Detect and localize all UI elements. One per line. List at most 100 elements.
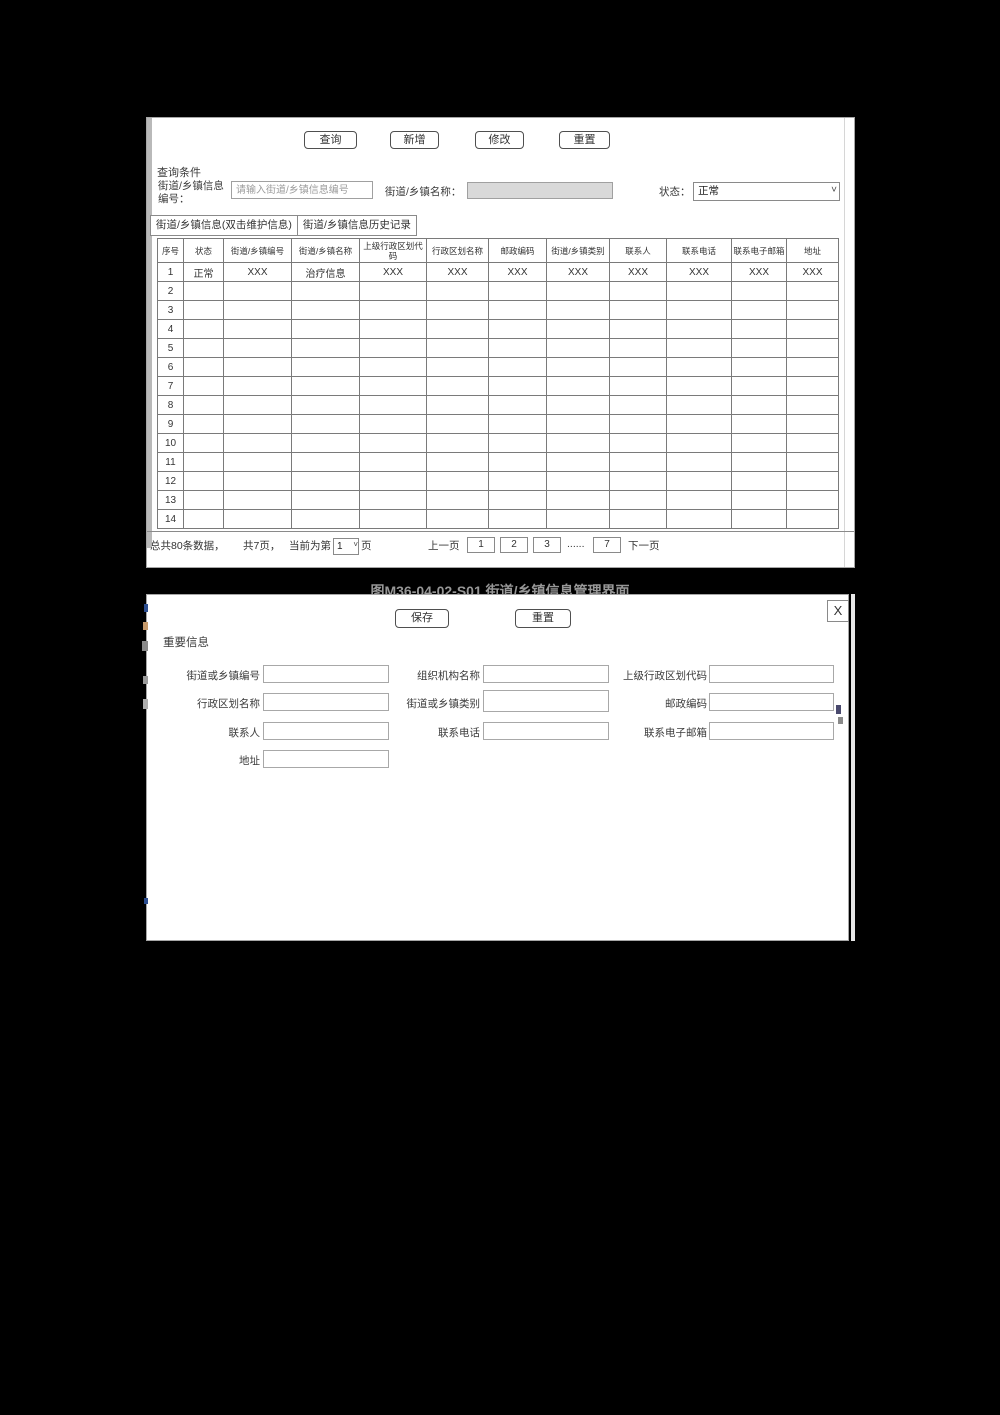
- street-code-input[interactable]: [231, 181, 373, 199]
- table-cell: [426, 319, 489, 339]
- street-table: 序号 状态 街道/乡镇编号 街道/乡镇名称 上级行政区划代码 行政区划名称 邮政编码 街道/乡…: [157, 238, 839, 529]
- table-cell: [666, 338, 732, 358]
- table-row[interactable]: 9: [157, 414, 839, 434]
- query-button[interactable]: 查询: [304, 131, 357, 149]
- reset-button[interactable]: 重置: [559, 131, 610, 149]
- table-row[interactable]: 4: [157, 319, 839, 339]
- contact-person-field[interactable]: [263, 722, 389, 740]
- table-cell: [223, 300, 292, 320]
- table-row[interactable]: 5: [157, 338, 839, 358]
- table-cell: XXX: [426, 262, 489, 282]
- modify-button[interactable]: 修改: [475, 131, 524, 149]
- division-name-field[interactable]: [263, 693, 389, 711]
- status-select[interactable]: 正常 ˅: [693, 181, 840, 201]
- table-cell: [731, 338, 787, 358]
- table-cell: [488, 433, 547, 453]
- edge-artifact: [143, 699, 148, 709]
- table-cell: [223, 319, 292, 339]
- table-cell: [666, 452, 732, 472]
- table-cell: 9: [157, 414, 184, 434]
- table-row[interactable]: 10: [157, 433, 839, 453]
- postal-code-field[interactable]: [709, 693, 834, 711]
- table-cell: [546, 433, 610, 453]
- field-label-street-category: 街道或乡镇类别: [406, 698, 481, 710]
- parent-division-code-field[interactable]: [709, 665, 834, 683]
- table-cell: 11: [157, 452, 184, 472]
- page-select-control[interactable]: 1: [333, 538, 359, 555]
- table-cell: [546, 319, 610, 339]
- column-header: 联系人: [609, 238, 667, 263]
- org-name-field[interactable]: [483, 665, 609, 683]
- table-row[interactable]: 13: [157, 490, 839, 510]
- status-select-control[interactable]: 正常: [693, 181, 840, 201]
- table-cell: [731, 319, 787, 339]
- table-cell: [666, 300, 732, 320]
- tab-street-info[interactable]: 街道/乡镇信息(双击维护信息): [150, 215, 298, 236]
- column-header: 上级行政区划代码: [359, 238, 427, 263]
- table-cell: [666, 490, 732, 510]
- table-cell: [731, 433, 787, 453]
- edge-artifact: [836, 705, 841, 714]
- table-cell: [359, 471, 427, 491]
- table-cell: [546, 414, 610, 434]
- table-cell: [488, 471, 547, 491]
- table-cell: [426, 490, 489, 510]
- table-row[interactable]: 6: [157, 357, 839, 377]
- street-code-field[interactable]: [263, 665, 389, 683]
- table-cell: XXX: [359, 262, 427, 282]
- table-row[interactable]: 8: [157, 395, 839, 415]
- table-cell: XXX: [731, 262, 787, 282]
- table-cell: [731, 471, 787, 491]
- table-cell: [183, 490, 224, 510]
- table-cell: [609, 395, 667, 415]
- field-label-org-name: 组织机构名称: [417, 670, 480, 682]
- table-cell: [291, 319, 360, 339]
- page-button-2[interactable]: 2: [500, 537, 528, 553]
- next-page-button[interactable]: 下一页: [628, 540, 660, 552]
- prev-page-button[interactable]: 上一页: [428, 540, 460, 552]
- left-scroll-strip[interactable]: [147, 118, 152, 548]
- table-row[interactable]: 11: [157, 452, 839, 472]
- figure-caption: 图M36-04-02-S01 街道/乡镇信息管理界面: [370, 583, 630, 594]
- table-cell: [183, 509, 224, 529]
- column-header: 地址: [786, 238, 839, 263]
- table-row[interactable]: 3: [157, 300, 839, 320]
- table-cell: [546, 281, 610, 301]
- table-cell: [359, 357, 427, 377]
- street-category-field[interactable]: [483, 690, 609, 712]
- contact-email-field[interactable]: [709, 722, 834, 740]
- address-field[interactable]: [263, 750, 389, 768]
- table-row[interactable]: 1 正常 XXX 治疗信息 XXX XXX XXX XXX XXX XXX XXX XXX: [157, 262, 839, 282]
- table-cell: [183, 395, 224, 415]
- field-label-division-name: 行政区划名称: [197, 698, 260, 710]
- contact-phone-field[interactable]: [483, 722, 609, 740]
- dialog-reset-button[interactable]: 重置: [515, 609, 571, 628]
- table-cell: XXX: [223, 262, 292, 282]
- page-button-last[interactable]: 7: [593, 537, 621, 553]
- field-label-street-code: 街道或乡镇编号: [186, 670, 261, 682]
- add-button[interactable]: 新增: [390, 131, 439, 149]
- page-button-1[interactable]: 1: [467, 537, 495, 553]
- table-cell: [359, 509, 427, 529]
- table-cell: 10: [157, 433, 184, 453]
- table-row[interactable]: 7: [157, 376, 839, 396]
- table-cell: [183, 433, 224, 453]
- table-cell: [223, 490, 292, 510]
- edge-artifact: [143, 622, 148, 630]
- table-row[interactable]: 12: [157, 471, 839, 491]
- table-cell: [488, 395, 547, 415]
- column-header: 联系电子邮箱: [731, 238, 787, 263]
- street-code-label: 街道/乡镇信息 编号：: [158, 180, 224, 205]
- tab-street-history[interactable]: 街道/乡镇信息历史记录: [297, 215, 417, 236]
- page-button-3[interactable]: 3: [533, 537, 561, 553]
- table-cell: [488, 376, 547, 396]
- table-row[interactable]: 2: [157, 281, 839, 301]
- save-button[interactable]: 保存: [395, 609, 449, 628]
- table-cell: [609, 414, 667, 434]
- table-cell: [731, 414, 787, 434]
- column-header: 邮政编码: [488, 238, 547, 263]
- page-select[interactable]: 1 ˅: [333, 536, 359, 555]
- close-icon[interactable]: X: [827, 600, 849, 622]
- table-cell: [786, 357, 839, 377]
- table-row[interactable]: 14: [157, 509, 839, 529]
